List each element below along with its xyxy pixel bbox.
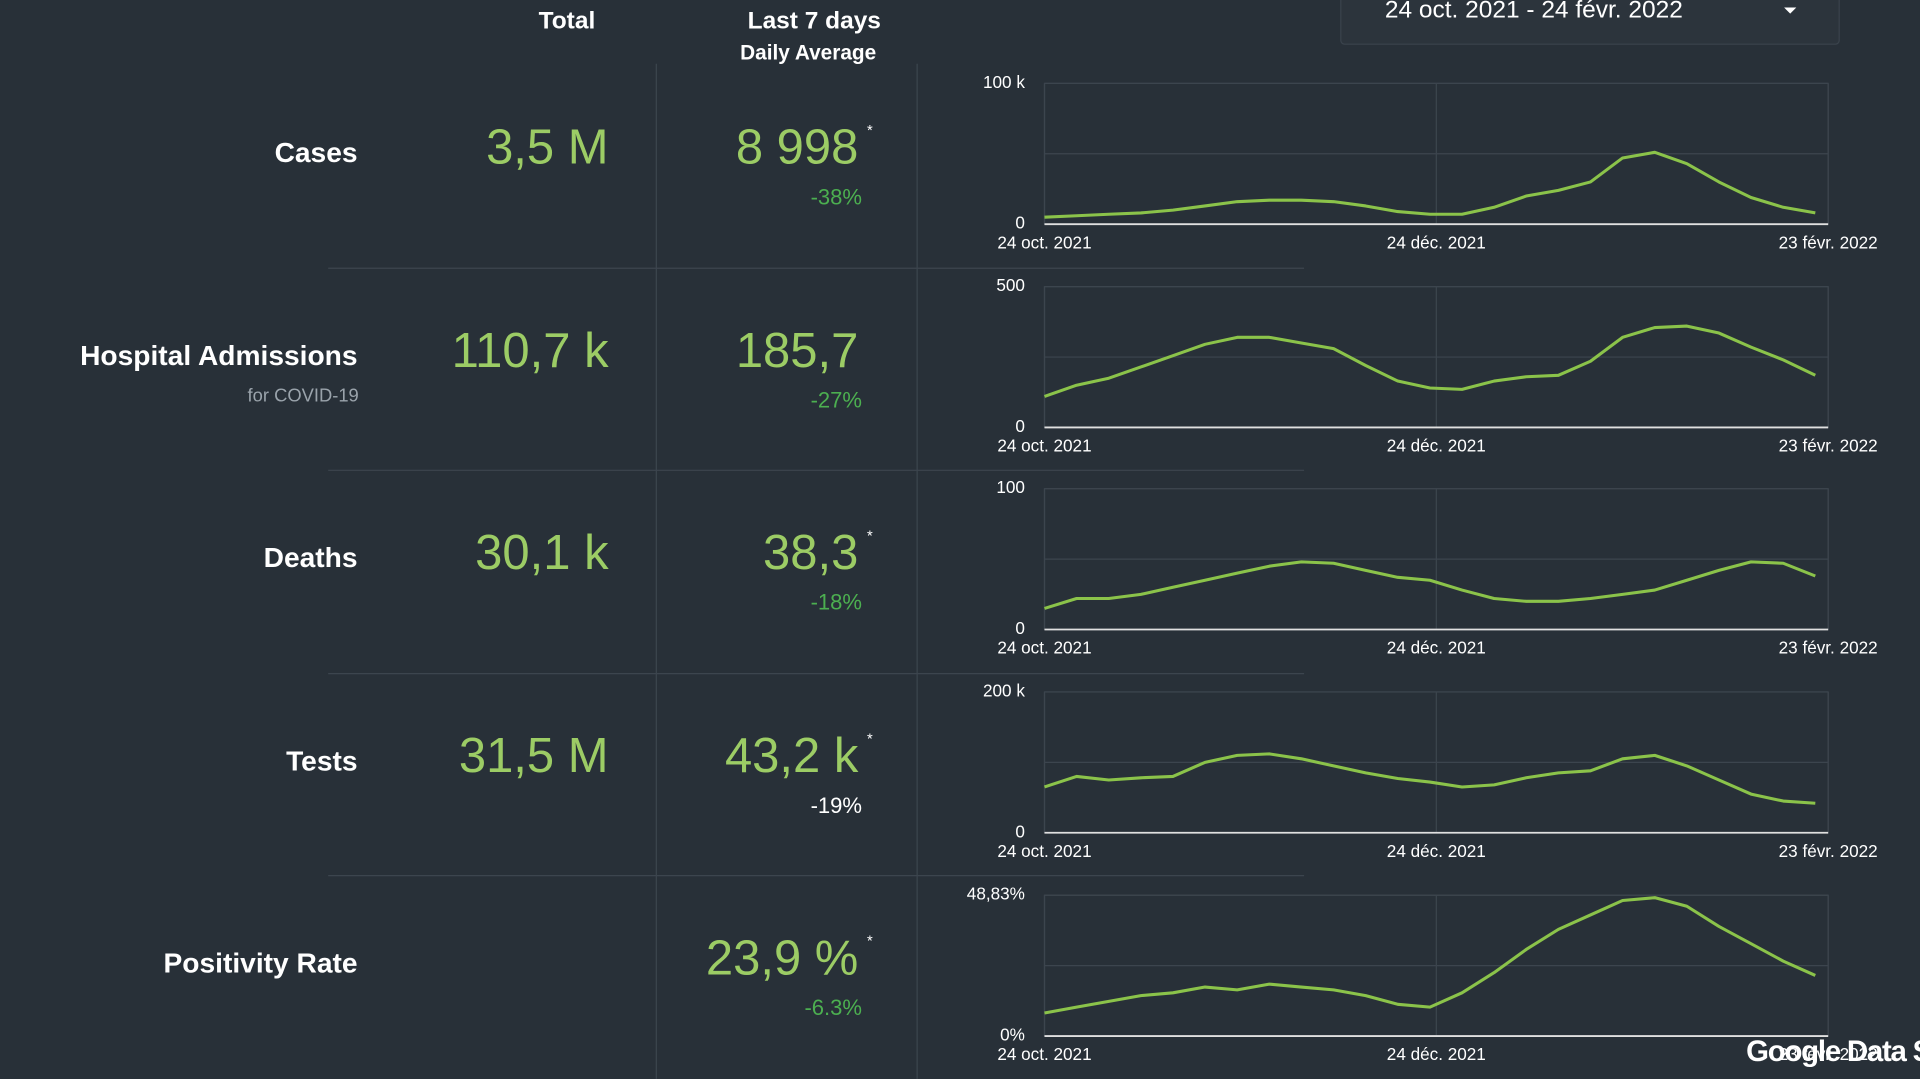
x-tick-label: 24 oct. 2021 bbox=[997, 841, 1091, 861]
change-value: -6.3% bbox=[804, 995, 862, 1020]
series-line bbox=[1044, 150, 1816, 219]
x-tick-label: 23 févr. 2022 bbox=[1779, 1044, 1878, 1064]
x-tick-label: 24 oct. 2021 bbox=[997, 638, 1091, 658]
change-value: -19% bbox=[811, 793, 862, 818]
date-range[interactable]: 24 oct. 2021 - 24 févr. 2022 bbox=[1385, 0, 1683, 24]
average-note: * bbox=[867, 732, 873, 748]
average-note: * bbox=[867, 934, 873, 950]
x-tick-label: 24 déc. 2021 bbox=[1387, 232, 1486, 252]
x-tick-label: 23 févr. 2022 bbox=[1779, 232, 1878, 252]
y-tick-label: 0 bbox=[1015, 618, 1025, 638]
header-last7: Last 7 days bbox=[748, 8, 881, 35]
change-value: -18% bbox=[811, 590, 862, 615]
total-value: 30,1 k bbox=[475, 526, 609, 580]
x-tick-label: 24 déc. 2021 bbox=[1387, 638, 1486, 658]
x-tick-label: 24 oct. 2021 bbox=[997, 436, 1091, 456]
dropdown-arrow[interactable] bbox=[1784, 7, 1797, 14]
row-label: Hospital Admissions bbox=[80, 340, 357, 371]
row-label: Positivity Rate bbox=[164, 947, 358, 978]
average-note: * bbox=[867, 528, 873, 544]
x-tick-label: 24 déc. 2021 bbox=[1387, 841, 1486, 861]
y-tick-label: 0 bbox=[1015, 213, 1025, 233]
y-tick-label: 500 bbox=[996, 275, 1025, 295]
y-tick-label: 100 bbox=[996, 477, 1025, 497]
average-note: * bbox=[867, 123, 873, 139]
average-value: 185,7 bbox=[736, 324, 859, 378]
total-value: 31,5 M bbox=[459, 729, 609, 783]
series-line bbox=[1044, 560, 1816, 610]
x-tick-label: 23 févr. 2022 bbox=[1779, 638, 1878, 658]
average-value: 43,2 k bbox=[725, 729, 859, 783]
y-tick-label: 0% bbox=[1000, 1025, 1025, 1045]
average-value: 8 998 bbox=[736, 121, 859, 175]
series-line bbox=[1044, 896, 1816, 1015]
y-tick-label: 100 k bbox=[983, 72, 1025, 92]
change-value: -27% bbox=[811, 388, 862, 413]
y-tick-label: 0 bbox=[1015, 821, 1025, 841]
x-tick-label: 24 déc. 2021 bbox=[1387, 436, 1486, 456]
total-value: 3,5 M bbox=[486, 121, 608, 175]
average-value: 38,3 bbox=[763, 526, 858, 580]
change-value: -38% bbox=[811, 184, 862, 209]
total-value: 110,7 k bbox=[452, 324, 610, 378]
row-label: Tests bbox=[286, 745, 357, 776]
y-tick-label: 0 bbox=[1015, 416, 1025, 436]
x-tick-label: 23 févr. 2022 bbox=[1779, 841, 1878, 861]
y-tick-label: 200 k bbox=[983, 680, 1025, 700]
y-tick-label: 48,83% bbox=[967, 884, 1025, 904]
x-tick-label: 24 oct. 2021 bbox=[997, 1044, 1091, 1064]
date-range-dropdown[interactable] bbox=[1340, 0, 1840, 45]
row-label: Cases bbox=[275, 137, 358, 168]
header-daily-average: Daily Average bbox=[740, 41, 876, 64]
x-tick-label: 23 févr. 2022 bbox=[1779, 436, 1878, 456]
x-tick-label: 24 oct. 2021 bbox=[997, 232, 1091, 252]
series-line bbox=[1043, 324, 1816, 398]
header-total: Total bbox=[539, 8, 596, 35]
x-tick-label: 24 déc. 2021 bbox=[1387, 1044, 1486, 1064]
row-label: Deaths bbox=[264, 542, 358, 573]
brand-watermark: Google Data S bbox=[1746, 1035, 1920, 1068]
series-line bbox=[1044, 752, 1816, 805]
row-sublabel: for COVID-19 bbox=[248, 385, 359, 406]
average-value: 23,9 % bbox=[706, 931, 858, 985]
